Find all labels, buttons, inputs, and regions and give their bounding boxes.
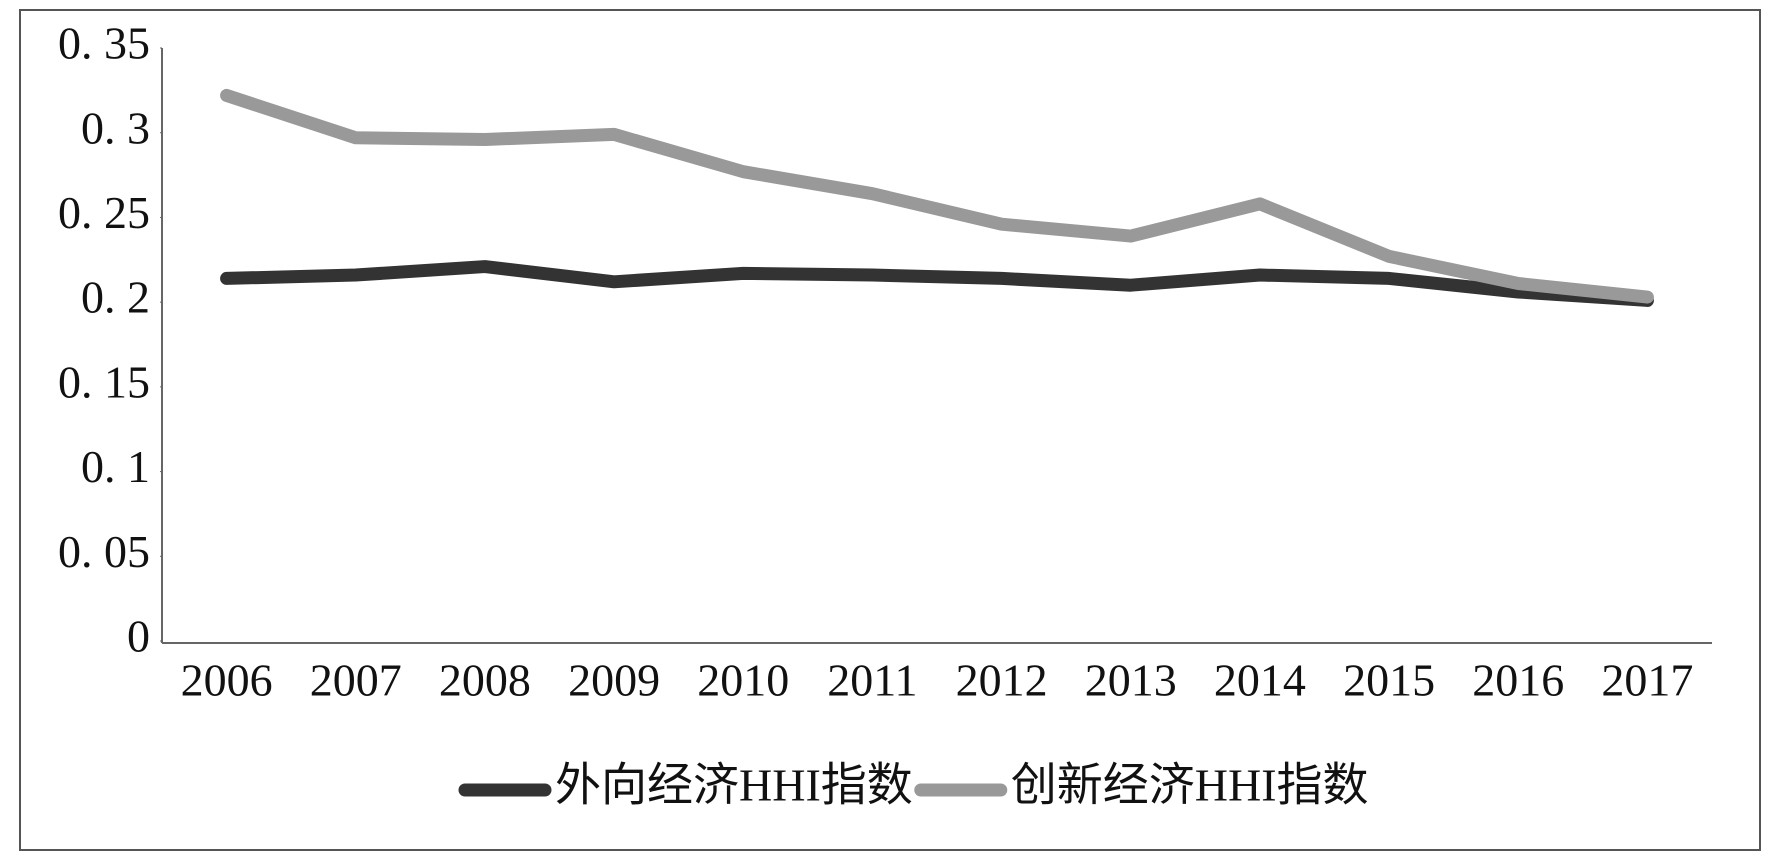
- x-tick-label: 2009: [568, 655, 660, 706]
- x-tick-label: 2017: [1601, 655, 1693, 706]
- x-tick-label: 2014: [1214, 655, 1306, 706]
- y-tick-label: 0. 2: [81, 272, 150, 323]
- x-tick-label: 2012: [956, 655, 1048, 706]
- y-tick-label: 0. 3: [81, 102, 150, 153]
- x-tick-label: 2010: [697, 655, 789, 706]
- legend-label: 创新经济HHI指数: [1011, 760, 1369, 811]
- x-tick-label: 2013: [1085, 655, 1177, 706]
- x-tick-label: 2008: [439, 655, 531, 706]
- series-line: [220, 88, 1654, 304]
- legend-label: 外向经济HHI指数: [555, 760, 913, 811]
- x-tick-label: 2011: [827, 655, 917, 706]
- x-tick-label: 2016: [1472, 655, 1564, 706]
- series-line: [220, 260, 1654, 307]
- y-tick-label: 0. 25: [58, 187, 150, 238]
- x-tick-label: 2006: [181, 655, 273, 706]
- y-tick-label: 0. 1: [81, 441, 150, 492]
- y-tick-label: 0. 05: [58, 526, 150, 577]
- x-tick-label: 2007: [310, 655, 402, 706]
- y-tick-label: 0. 15: [58, 356, 150, 407]
- y-tick-label: 0: [127, 611, 150, 662]
- chart-frame: [19, 9, 1761, 851]
- y-tick-label: 0. 35: [58, 18, 150, 69]
- x-tick-label: 2015: [1343, 655, 1435, 706]
